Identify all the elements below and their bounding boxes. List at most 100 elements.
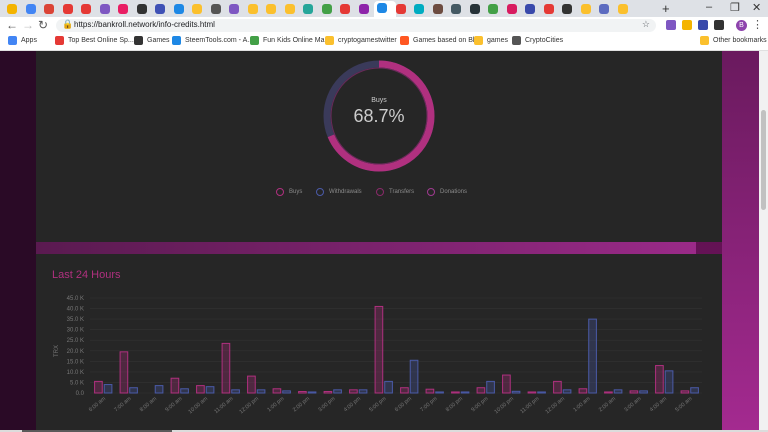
- reload-icon[interactable]: ↻: [38, 18, 49, 32]
- browser-tab[interactable]: [23, 2, 39, 15]
- browser-tab[interactable]: [596, 2, 612, 15]
- bar: [604, 391, 613, 394]
- bookmark-label: Apps: [21, 37, 37, 44]
- legend-label: Donations: [440, 189, 468, 195]
- bookmark-item[interactable]: Fun Kids Online Ma...: [250, 36, 330, 45]
- browser-tab[interactable]: [41, 2, 57, 15]
- bar: [247, 375, 256, 394]
- new-tab-button[interactable]: +: [662, 1, 670, 16]
- x-tick-label: 9:00 am: [164, 396, 183, 414]
- browser-tab[interactable]: [78, 2, 94, 15]
- browser-tab[interactable]: [152, 2, 168, 15]
- bar: [103, 384, 113, 394]
- bookmark-item[interactable]: Games: [134, 36, 170, 45]
- y-tick-label: 30.0 K: [67, 328, 84, 334]
- minimize-icon[interactable]: –: [706, 1, 713, 13]
- profile-avatar[interactable]: B: [736, 20, 747, 31]
- browser-tab[interactable]: [171, 2, 187, 15]
- browser-tab[interactable]: [245, 2, 261, 15]
- extension-icon[interactable]: [682, 20, 692, 30]
- legend-item[interactable]: Buys: [276, 188, 302, 196]
- browser-tab[interactable]: [189, 2, 205, 15]
- donut-inner-ring: [330, 67, 428, 165]
- other-bookmarks[interactable]: Other bookmarks: [700, 36, 767, 45]
- maximize-icon[interactable]: ❐: [730, 2, 740, 14]
- browser-tab[interactable]: [282, 2, 298, 15]
- bar: [384, 380, 393, 394]
- bookmark-favicon-icon: [325, 36, 334, 45]
- browser-tab[interactable]: [337, 2, 353, 15]
- browser-tab[interactable]: [115, 2, 131, 15]
- browser-tab[interactable]: [393, 2, 409, 15]
- browser-tab[interactable]: [467, 2, 483, 15]
- extension-icon[interactable]: [714, 20, 724, 30]
- bookmark-label: Games: [147, 37, 170, 44]
- browser-tab[interactable]: [578, 2, 594, 15]
- bar: [409, 359, 419, 394]
- tab-favicon-icon: [599, 4, 609, 14]
- browser-tab[interactable]: [4, 2, 20, 15]
- folder-icon: [700, 36, 709, 45]
- browser-tab[interactable]: [263, 2, 279, 15]
- donut-card: [36, 51, 722, 242]
- bookmark-item[interactable]: Apps: [8, 36, 37, 45]
- browser-tab[interactable]: [504, 2, 520, 15]
- legend-item[interactable]: Transfers: [376, 188, 414, 196]
- extension-icon[interactable]: [698, 20, 708, 30]
- legend-label: Withdrawals: [329, 189, 362, 195]
- browser-tab[interactable]: [300, 2, 316, 15]
- x-tick-label: 1:00 pm: [266, 396, 285, 414]
- bookmark-favicon-icon: [172, 36, 181, 45]
- bookmark-favicon-icon: [8, 36, 17, 45]
- menu-icon[interactable]: ⋮: [752, 19, 763, 31]
- browser-tab[interactable]: [522, 2, 538, 15]
- x-tick-label: 3:00 pm: [317, 396, 336, 414]
- y-tick-label: 45.0 K: [67, 296, 84, 302]
- bar: [154, 385, 164, 394]
- bar: [205, 386, 215, 394]
- bookmark-label: games: [487, 37, 509, 44]
- extension-icon[interactable]: [666, 20, 676, 30]
- browser-tab[interactable]: [374, 1, 396, 17]
- browser-tab[interactable]: [559, 2, 575, 15]
- bookmark-item[interactable]: SteemTools.com - A...: [172, 36, 253, 45]
- tab-favicon-icon: [469, 4, 480, 14]
- address-bar[interactable]: 🔒 https://bankroll.network/info-credits.…: [56, 19, 656, 32]
- bookmark-item[interactable]: games: [474, 36, 508, 45]
- browser-tab[interactable]: [97, 2, 113, 15]
- browser-tab[interactable]: [485, 2, 501, 15]
- browser-tab[interactable]: [134, 2, 150, 15]
- bookmark-item[interactable]: Games based on Bl...: [400, 36, 480, 45]
- tab-favicon-icon: [118, 4, 128, 14]
- bookmark-item[interactable]: CryptoCities: [512, 36, 563, 45]
- tab-favicon-icon: [62, 4, 73, 14]
- forward-icon[interactable]: →: [22, 18, 34, 32]
- x-tick-label: 5:00 am: [674, 396, 693, 414]
- browser-tab[interactable]: [430, 2, 446, 15]
- browser-tab[interactable]: [356, 2, 372, 15]
- x-tick-label: 8:00 pm: [445, 396, 464, 414]
- browser-tab[interactable]: [319, 2, 335, 15]
- legend-item[interactable]: Donations: [427, 188, 467, 196]
- browser-tab[interactable]: [541, 2, 557, 15]
- back-icon[interactable]: ←: [6, 18, 18, 32]
- bookmark-item[interactable]: cryptogamestwitter: [325, 36, 397, 45]
- page-scrollbar[interactable]: [759, 51, 768, 432]
- browser-tab[interactable]: [448, 2, 464, 15]
- close-window-icon[interactable]: ✕: [752, 2, 762, 14]
- bookmark-item[interactable]: Top Best Online Sp...: [55, 36, 134, 45]
- bar: [282, 390, 291, 394]
- x-tick-label: 3:00 am: [623, 396, 642, 414]
- bookmark-star-icon[interactable]: ☆: [641, 19, 650, 29]
- browser-tab[interactable]: [208, 2, 224, 15]
- right-stripe: [722, 51, 759, 432]
- scrollbar-thumb[interactable]: [761, 110, 766, 210]
- browser-tab[interactable]: [226, 2, 242, 15]
- tab-favicon-icon: [617, 4, 628, 14]
- browser-tab[interactable]: [411, 2, 427, 15]
- browser-tab[interactable]: [615, 2, 631, 15]
- browser-tab[interactable]: [60, 2, 76, 15]
- legend-item[interactable]: Withdrawals: [316, 188, 362, 196]
- bar: [502, 374, 511, 394]
- x-tick-label: 2:00 am: [598, 396, 617, 414]
